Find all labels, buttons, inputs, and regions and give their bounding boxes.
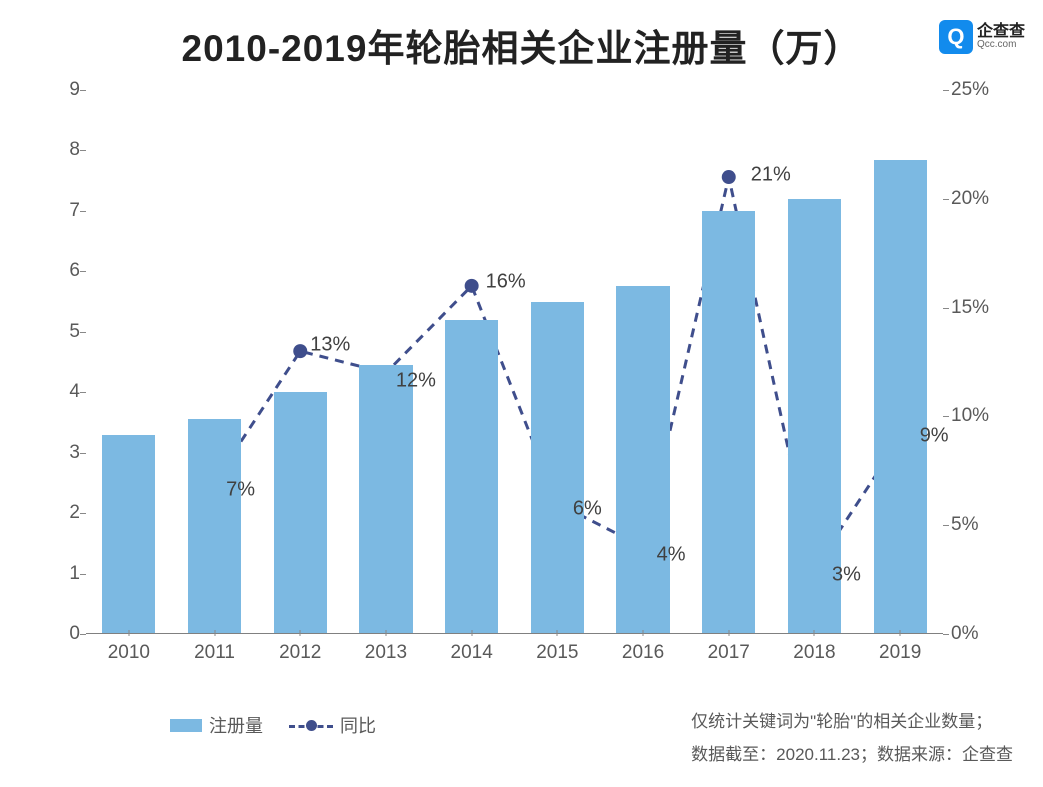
line-marker — [293, 344, 307, 358]
x-tick-mark — [471, 630, 472, 636]
brand-logo: Q 企查查 Qcc.com — [939, 20, 1025, 54]
y-left-tick-label: 9 — [28, 79, 80, 101]
y-right-tick-label: 0% — [951, 623, 1017, 645]
x-tick-mark — [385, 630, 386, 636]
bar — [874, 160, 927, 634]
x-tick-mark — [557, 630, 558, 636]
legend: 注册量 同比 — [170, 712, 376, 738]
x-tick-label: 2018 — [793, 642, 835, 664]
line-data-label: 21% — [751, 164, 791, 187]
y-left-tick-label: 4 — [28, 381, 80, 403]
x-tick-label: 2011 — [194, 642, 235, 664]
x-tick-label: 2013 — [365, 642, 407, 664]
title-row: 2010-2019年轮胎相关企业注册量（万） Q 企查查 Qcc.com — [28, 18, 1015, 72]
line-data-label: 3% — [832, 563, 861, 586]
legend-bar-label: 注册量 — [209, 712, 263, 738]
y-left-tick-mark — [80, 332, 86, 333]
x-tick-mark — [814, 630, 815, 636]
y-left-tick-mark — [80, 392, 86, 393]
y-left-tick-mark — [80, 453, 86, 454]
x-tick-label: 2019 — [879, 642, 921, 664]
y-left-tick-label: 5 — [28, 321, 80, 343]
x-tick-label: 2015 — [536, 642, 578, 664]
y-left-tick-label: 1 — [28, 563, 80, 585]
bar — [188, 419, 241, 634]
footnote-line2: 数据截至：2020.11.23；数据来源：企查查 — [691, 739, 1013, 771]
bar — [359, 365, 412, 634]
footnote-line1: 仅统计关键词为"轮胎"的相关企业数量； — [691, 706, 1013, 738]
line-data-label: 13% — [310, 334, 350, 357]
x-tick-label: 2010 — [108, 642, 150, 664]
line-marker — [722, 170, 736, 184]
bar — [102, 435, 155, 634]
x-tick-mark — [643, 630, 644, 636]
y-left-tick-mark — [80, 150, 86, 151]
y-left-tick-label: 0 — [28, 623, 80, 645]
x-tick-mark — [300, 630, 301, 636]
legend-line-label: 同比 — [340, 712, 376, 738]
x-tick-label: 2014 — [451, 642, 493, 664]
y-right-tick-mark — [943, 634, 949, 635]
y-right-tick-mark — [943, 90, 949, 91]
y-left-tick-mark — [80, 211, 86, 212]
y-left-tick-label: 8 — [28, 139, 80, 161]
x-tick-mark — [728, 630, 729, 636]
x-tick-label: 2016 — [622, 642, 664, 664]
plot-wrap: 7% 13% 12% 16% 6% 4% 21% 3% 9% 0 1 2 3 4 5 6 7 8 9 0% 5% 10%… — [28, 80, 1015, 670]
line-data-label: 7% — [226, 478, 255, 501]
y-right-tick-mark — [943, 525, 949, 526]
line-data-label: 16% — [486, 270, 526, 293]
y-left-tick-mark — [80, 513, 86, 514]
footnotes: 仅统计关键词为"轮胎"的相关企业数量； 数据截至：2020.11.23；数据来源… — [691, 706, 1013, 771]
logo-text: 企查查 Qcc.com — [977, 24, 1025, 50]
bar — [616, 286, 669, 634]
y-left-tick-label: 3 — [28, 442, 80, 464]
x-tick-mark — [128, 630, 129, 636]
line-data-label: 9% — [920, 425, 949, 448]
bar — [274, 392, 327, 634]
logo-badge-icon: Q — [939, 20, 973, 54]
y-left-tick-mark — [80, 90, 86, 91]
y-right-tick-mark — [943, 199, 949, 200]
x-tick-mark — [214, 630, 215, 636]
legend-bar-swatch-icon — [170, 719, 202, 732]
y-right-tick-label: 15% — [951, 297, 1017, 319]
y-right-tick-label: 25% — [951, 79, 1017, 101]
y-left-tick-mark — [80, 574, 86, 575]
x-tick-mark — [900, 630, 901, 636]
y-left-tick-label: 2 — [28, 502, 80, 524]
legend-line-swatch-icon — [289, 717, 333, 733]
line-data-label: 6% — [573, 498, 602, 521]
line-data-label: 4% — [657, 543, 686, 566]
line-data-label: 12% — [396, 369, 436, 392]
chart-container: 2010-2019年轮胎相关企业注册量（万） Q 企查查 Qcc.com 7% 1… — [0, 0, 1043, 787]
legend-line-dot-icon — [306, 720, 317, 731]
bar — [445, 320, 498, 634]
plot-area: 7%13%12%16%6%4%21%3%9% — [86, 90, 943, 634]
logo-cn: 企查查 — [977, 24, 1025, 40]
y-left-tick-label: 6 — [28, 260, 80, 282]
legend-footer: 注册量 同比 仅统计关键词为"轮胎"的相关企业数量； 数据截至：2020.11.… — [30, 706, 1013, 771]
y-right-tick-label: 10% — [951, 405, 1017, 427]
bar — [531, 302, 584, 634]
bar — [702, 211, 755, 634]
chart-title: 2010-2019年轮胎相关企业注册量（万） — [182, 18, 862, 72]
y-left-tick-mark — [80, 271, 86, 272]
x-tick-label: 2012 — [279, 642, 321, 664]
line-marker — [465, 279, 479, 293]
y-right-tick-mark — [943, 416, 949, 417]
logo-en: Qcc.com — [977, 40, 1025, 50]
y-right-tick-label: 5% — [951, 514, 1017, 536]
legend-item-bar: 注册量 — [170, 712, 263, 738]
y-left-tick-mark — [80, 634, 86, 635]
legend-item-line: 同比 — [289, 712, 376, 738]
y-right-tick-label: 20% — [951, 188, 1017, 210]
x-tick-label: 2017 — [708, 642, 750, 664]
y-left-tick-label: 7 — [28, 200, 80, 222]
y-right-tick-mark — [943, 308, 949, 309]
